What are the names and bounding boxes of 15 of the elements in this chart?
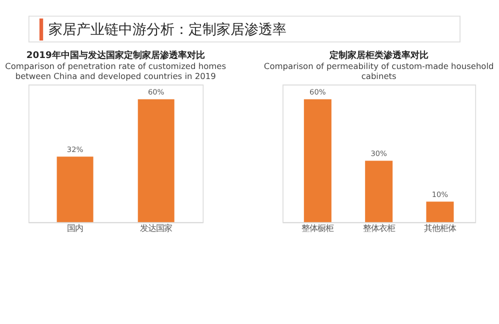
data-label: 60% — [310, 88, 326, 97]
x-tick-label: 其他柜体 — [424, 222, 456, 233]
chart-subtitle: Comparison of permeability of custom-made household cabinets — [264, 60, 494, 82]
data-label: 30% — [370, 149, 388, 158]
x-tick-label: 整体衣柜 — [362, 222, 395, 233]
data-label: 60% — [148, 88, 164, 97]
x-tick-label: 发达国家 — [140, 222, 172, 233]
data-label: 10% — [432, 190, 448, 200]
text: 家居产业链中游分析：定制家居渗透率 — [48, 22, 287, 38]
chart-title: 定制家居柜类渗透率对比 — [328, 50, 428, 61]
data-label: 32% — [66, 145, 84, 154]
chart-title: 2019年中国与发达国家定制家居渗透率对比 — [26, 50, 205, 61]
x-tick-label: 整体橱柜 — [302, 222, 334, 233]
chart-subtitle: Comparison of penetration rate of customized homes between China and developed countries in 2019 — [5, 60, 226, 82]
x-tick-label: 国内 — [67, 222, 84, 233]
